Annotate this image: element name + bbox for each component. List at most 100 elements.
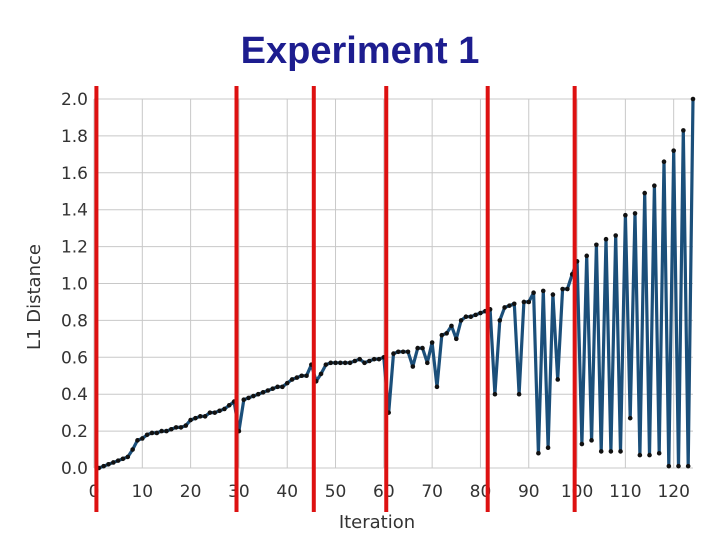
data-point xyxy=(458,318,464,323)
data-point xyxy=(396,349,401,355)
data-point xyxy=(115,458,121,463)
data-point xyxy=(294,375,300,380)
x-tick-label: 30 xyxy=(228,482,250,502)
data-point xyxy=(159,428,164,434)
data-point xyxy=(410,364,416,369)
data-point xyxy=(270,386,276,391)
y-tick-label: 1.6 xyxy=(61,164,88,184)
data-point xyxy=(666,463,672,469)
x-tick-label: 10 xyxy=(131,482,153,502)
data-point xyxy=(241,397,247,403)
data-point xyxy=(685,463,691,469)
data-point xyxy=(627,415,633,421)
data-point xyxy=(391,351,396,356)
data-point xyxy=(125,454,131,460)
y-tick-label: 0.6 xyxy=(61,348,88,368)
data-point xyxy=(338,360,343,366)
data-point xyxy=(280,384,285,390)
data-point xyxy=(173,425,179,430)
data-point xyxy=(618,449,623,454)
data-point xyxy=(656,450,662,456)
data-point xyxy=(434,384,440,390)
data-point xyxy=(222,406,227,412)
data-point xyxy=(516,391,522,397)
data-point xyxy=(149,430,155,436)
data-point xyxy=(511,301,517,307)
y-tick-label: 1.4 xyxy=(61,201,88,221)
data-point xyxy=(135,438,140,443)
y-axis-ticks: 0.0 0.2 0.4 0.6 0.8 1.0 1.2 1.4 1.6 1.8 2.0 xyxy=(61,90,88,479)
data-point xyxy=(521,299,527,305)
x-tick-label: 50 xyxy=(325,482,347,502)
data-point xyxy=(589,438,594,443)
data-point xyxy=(579,441,585,447)
data-point xyxy=(497,318,503,323)
data-point xyxy=(540,288,546,294)
data-point xyxy=(318,371,324,377)
y-tick-label: 1.0 xyxy=(61,275,88,295)
data-point xyxy=(676,463,681,469)
y-tick-label: 0.0 xyxy=(61,459,88,479)
data-point xyxy=(647,452,652,458)
data-point xyxy=(507,303,512,308)
data-point xyxy=(111,460,116,465)
data-point xyxy=(188,417,193,423)
y-tick-label: 1.2 xyxy=(61,238,88,258)
data-point xyxy=(376,356,382,362)
data-point xyxy=(275,384,280,390)
data-point xyxy=(342,360,348,366)
data-point xyxy=(536,450,541,456)
data-point xyxy=(652,183,657,189)
x-tick-label: 40 xyxy=(276,482,298,502)
data-point xyxy=(642,190,647,196)
data-point xyxy=(429,340,435,345)
data-point xyxy=(598,449,604,454)
data-point xyxy=(299,373,305,379)
iteration-markers xyxy=(94,86,577,512)
data-point xyxy=(531,290,536,296)
slide-title: Experiment 1 xyxy=(240,30,480,72)
data-point xyxy=(671,148,676,153)
data-point xyxy=(178,425,184,430)
series-layer xyxy=(96,96,696,471)
x-axis-ticks: 0 10 20 30 40 50 60 70 80 90 100 110 120 xyxy=(89,482,690,502)
data-point xyxy=(260,390,266,395)
data-point xyxy=(140,436,145,441)
data-point xyxy=(367,358,372,364)
data-point xyxy=(101,463,106,469)
y-tick-label: 0.2 xyxy=(61,422,88,442)
x-tick-label: 100 xyxy=(561,482,593,502)
data-point xyxy=(400,349,406,355)
x-tick-label: 120 xyxy=(657,482,689,502)
data-point xyxy=(207,410,213,415)
data-point xyxy=(632,211,638,216)
y-tick-label: 0.4 xyxy=(61,385,88,405)
data-point xyxy=(661,159,667,165)
x-tick-label: 70 xyxy=(421,482,443,502)
data-point xyxy=(453,336,459,342)
data-point xyxy=(603,236,609,242)
data-point xyxy=(164,428,169,434)
data-point xyxy=(251,393,256,399)
data-point xyxy=(444,331,449,336)
data-point xyxy=(144,432,150,438)
data-point xyxy=(473,312,478,318)
data-point xyxy=(154,430,160,436)
data-point xyxy=(637,452,643,458)
data-point xyxy=(439,332,445,338)
data-point xyxy=(202,414,208,419)
data-point xyxy=(255,391,261,397)
data-point xyxy=(463,314,469,320)
data-point xyxy=(478,310,483,316)
data-point xyxy=(289,377,295,382)
data-point xyxy=(226,402,232,408)
data-point xyxy=(246,395,251,401)
y-tick-label: 1.8 xyxy=(61,127,88,147)
data-point xyxy=(284,380,290,386)
data-point xyxy=(183,423,189,428)
data-point xyxy=(608,449,614,454)
data-point xyxy=(217,408,222,414)
data-point xyxy=(526,299,532,305)
data-point xyxy=(405,349,411,355)
